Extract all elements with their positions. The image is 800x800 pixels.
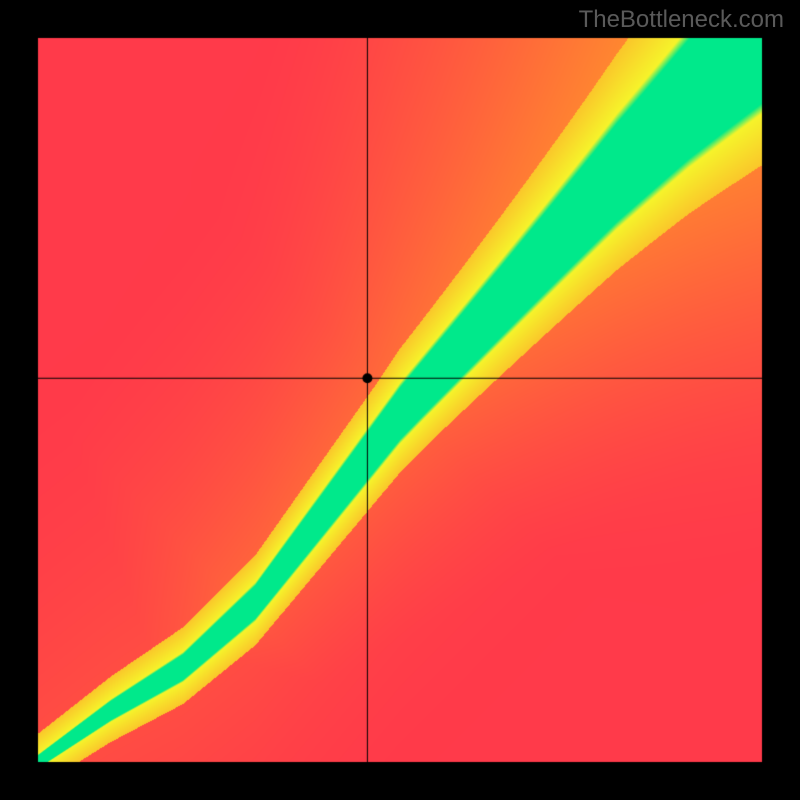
- chart-container: TheBottleneck.com: [0, 0, 800, 800]
- watermark-text: TheBottleneck.com: [579, 6, 784, 34]
- bottleneck-heatmap: [0, 0, 800, 800]
